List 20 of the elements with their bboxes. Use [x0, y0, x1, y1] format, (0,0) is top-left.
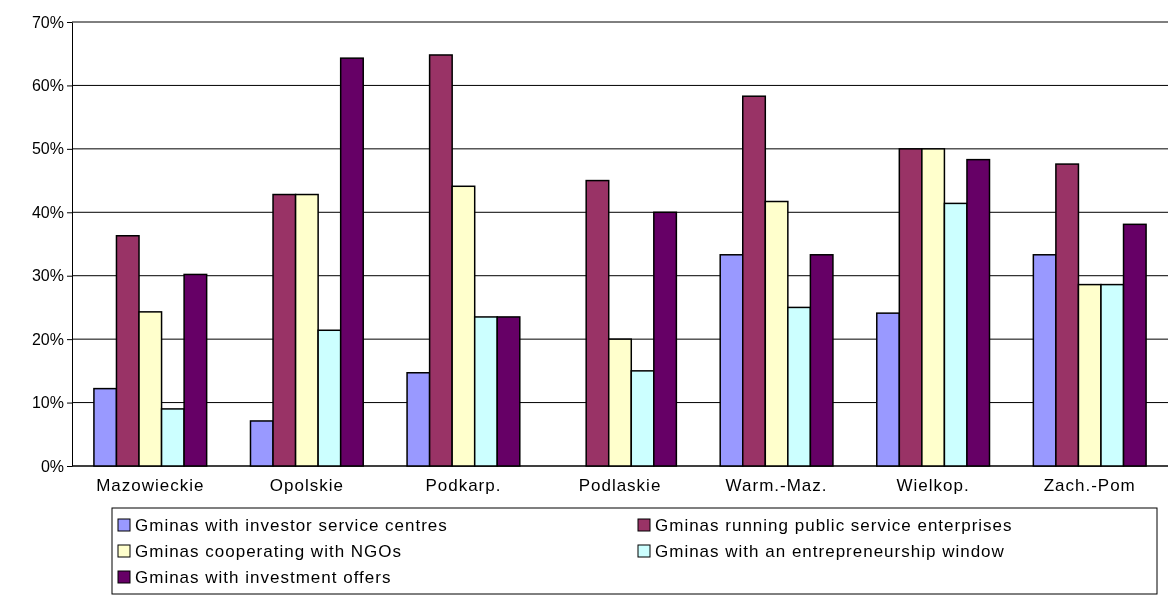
legend-label: Gminas with investment offers — [135, 568, 392, 587]
legend-label: Gminas with investor service centres — [135, 516, 448, 535]
y-tick-label: 20% — [31, 330, 64, 348]
legend-label: Gminas with an entrepreneurship window — [655, 542, 1005, 561]
legend-label: Gminas cooperating with NGOs — [135, 542, 403, 561]
x-tick-label: Opolskie — [269, 476, 344, 496]
y-tick-label: 10% — [31, 394, 64, 412]
x-tick-label: Zach.-Pom — [1043, 476, 1136, 496]
x-tick-label: Podkarp. — [425, 476, 502, 496]
x-tick-label: Warm.-Maz. — [725, 476, 828, 496]
legend-label: Gminas running public service enterprises — [655, 516, 1013, 535]
y-tick-label: 60% — [31, 77, 64, 95]
y-tick-label: 30% — [31, 267, 64, 285]
x-tick-label: Wielkop. — [896, 476, 970, 496]
x-tick-label: Mazowieckie — [96, 476, 205, 496]
x-tick-label: Podlaskie — [578, 476, 662, 496]
y-tick-label: 40% — [31, 203, 64, 221]
y-tick-label: 0% — [40, 457, 64, 475]
y-tick-label: 50% — [31, 140, 64, 158]
y-tick-label: 70% — [31, 13, 64, 31]
